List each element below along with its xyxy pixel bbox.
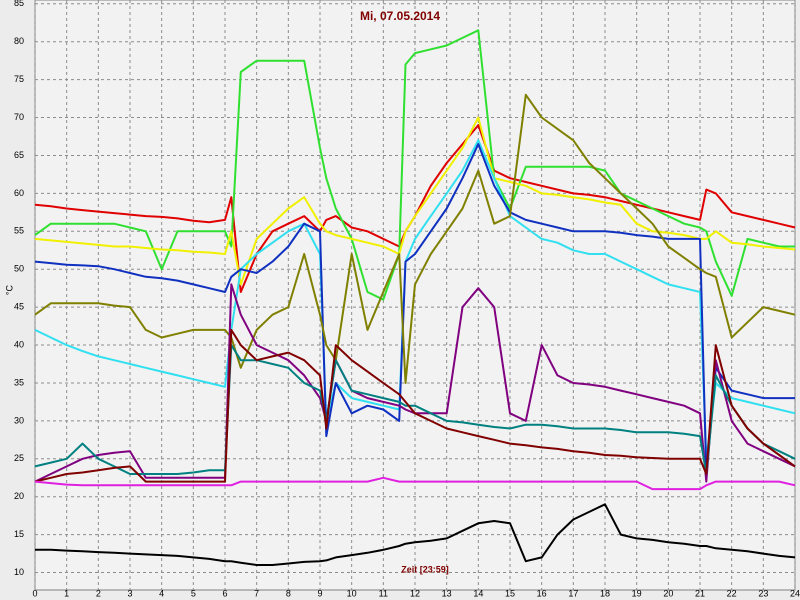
y-tick-label: 85 [14,0,24,8]
y-tick-label: 60 [14,188,24,198]
x-tick-label: 5 [191,588,196,598]
x-tick-label: 2 [96,588,101,598]
y-tick-label: 25 [14,453,24,463]
y-tick-label: 45 [14,302,24,312]
y-tick-label: 75 [14,74,24,84]
x-tick-label: 14 [473,588,483,598]
x-tick-label: 7 [254,588,259,598]
x-tick-label: 24 [790,588,800,598]
x-tick-label: 22 [727,588,737,598]
x-tick-label: 23 [758,588,768,598]
series-line [34,476,796,491]
x-tick-label: 8 [286,588,291,598]
y-axis-label: °C [4,284,14,295]
y-tick-label: 55 [14,226,24,236]
y-tick-label: 35 [14,377,24,387]
x-tick-label: 10 [347,588,357,598]
x-tick-label: 0 [32,588,37,598]
series-line [34,116,796,286]
y-tick-label: 50 [14,264,24,274]
y-tick-label: 10 [14,567,24,577]
series-line [34,283,796,483]
series-line [34,29,795,301]
y-tick-label: 30 [14,415,24,425]
y-tick-label: 15 [14,529,24,539]
x-tick-label: 15 [505,588,515,598]
series-line [34,93,796,384]
x-tick-label: 11 [379,588,388,598]
x-tick-label: 9 [317,588,322,598]
x-tick-label: 17 [568,588,578,598]
x-tick-label: 16 [537,588,547,598]
x-tick-label: 20 [663,588,673,598]
series-line [34,344,796,475]
series-line [34,143,795,475]
series-line [34,328,796,483]
x-tick-label: 6 [222,588,227,598]
x-tick-label: 21 [695,588,705,598]
chart-title: Mi, 07.05.2014 [360,9,440,23]
y-tick-label: 40 [14,339,24,349]
x-axis-label: Zeit [23:59] [401,564,449,574]
x-tick-label: 3 [127,588,132,598]
y-tick-label: 65 [14,150,24,160]
x-tick-label: 18 [600,588,610,598]
y-tick-label: 80 [14,36,24,46]
x-tick-label: 4 [159,588,164,598]
x-tick-label: 13 [442,588,452,598]
y-tick-label: 20 [14,491,24,501]
series-line [35,503,796,566]
x-tick-label: 12 [410,588,420,598]
x-tick-label: 19 [632,588,642,598]
x-tick-label: 1 [64,588,69,598]
y-tick-label: 70 [14,112,24,122]
